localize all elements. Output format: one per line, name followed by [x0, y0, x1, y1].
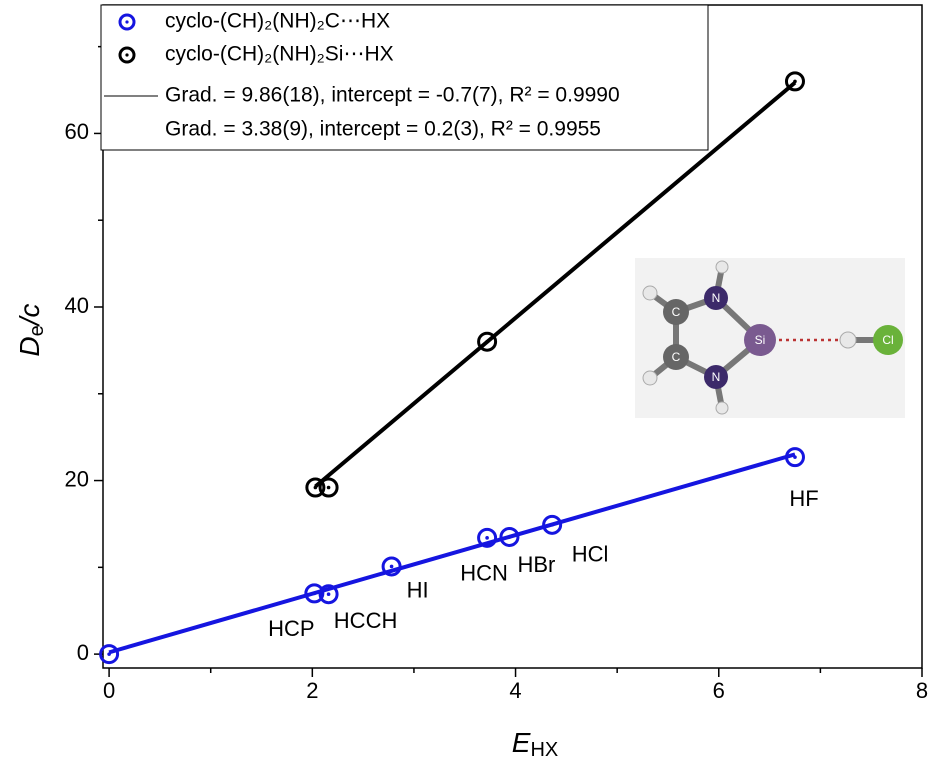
legend-fit-label: Grad. = 9.86(18), intercept = -0.7(7), R… — [165, 84, 620, 107]
point-dot — [107, 652, 111, 656]
atom-label: C — [672, 350, 681, 364]
fit-line — [108, 452, 796, 655]
atom-n — [704, 286, 728, 310]
point-dot — [793, 79, 797, 84]
atom-si — [744, 324, 776, 356]
point — [318, 584, 339, 605]
point-dot — [312, 591, 317, 596]
point — [784, 447, 805, 468]
y-tick-label: 0 — [77, 640, 89, 665]
x-tick-label: 2 — [306, 678, 318, 703]
y-tick-label: 60 — [65, 119, 89, 144]
legend-marker — [118, 46, 136, 64]
x-tick-label: 6 — [713, 678, 725, 703]
x-axis-title-sub: HX — [530, 739, 558, 761]
x-tick-label: 0 — [103, 678, 115, 703]
point-dot — [550, 523, 554, 527]
point-dot — [485, 536, 489, 540]
atom-label: Si — [755, 333, 766, 347]
point-label: HCl — [572, 542, 609, 567]
x-tick-label: 4 — [509, 678, 521, 703]
point-label: HCP — [268, 616, 314, 641]
legend-fit-label: Grad. = 3.38(9), intercept = 0.2(3), R² … — [165, 118, 601, 141]
legend-label: cyclo-(CH)₂(NH)₂Si⋯HX — [165, 43, 394, 66]
point — [304, 583, 325, 604]
atom-n — [704, 365, 728, 389]
point — [477, 527, 498, 548]
point-label: HF — [789, 486, 818, 511]
y-tick-label: 20 — [65, 466, 89, 491]
atom-c — [663, 344, 689, 370]
atom-label: N — [712, 291, 721, 305]
atom-label: N — [712, 370, 721, 384]
y-axis-title-suffix: /c — [14, 303, 45, 327]
point — [542, 514, 563, 535]
legend-marker-dot — [125, 53, 129, 57]
point-label: HCCH — [334, 608, 398, 633]
point-dot — [326, 592, 331, 597]
point-dot — [485, 339, 489, 344]
point — [784, 71, 805, 92]
atom-c — [663, 299, 689, 325]
legend-marker-dot — [125, 20, 129, 24]
point — [381, 556, 402, 577]
point-dot — [793, 455, 797, 459]
atom-label: C — [672, 305, 681, 319]
atom-cl — [873, 325, 903, 355]
point — [477, 331, 498, 352]
x-axis-title-main: E — [512, 727, 531, 758]
point — [99, 644, 120, 665]
legend-box — [100, 4, 709, 151]
point-dot — [326, 485, 331, 490]
point — [318, 477, 339, 498]
hydrogens — [642, 260, 857, 415]
y-axis-title-main: D — [14, 336, 45, 356]
point-dot — [507, 535, 512, 539]
point-dot — [313, 485, 318, 490]
atom-label: Cl — [882, 333, 893, 347]
y-axis-title-sub: e — [26, 325, 48, 336]
fit-line — [314, 81, 797, 489]
point-label: HBr — [518, 552, 556, 577]
point-dot — [389, 564, 394, 569]
point-label: HCN — [460, 561, 508, 586]
x-tick-label: 8 — [916, 678, 928, 703]
legend-label: cyclo-(CH)₂(NH)₂C⋯HX — [165, 10, 390, 33]
inset: C C N N Si Cl — [635, 258, 905, 418]
point-label: HI — [407, 577, 429, 602]
legend-marker — [118, 13, 136, 31]
point — [305, 477, 326, 498]
y-axis-title: De/c — [14, 303, 48, 356]
x-axis-title: EHX — [512, 727, 558, 761]
point — [499, 526, 520, 547]
y-tick-label: 40 — [65, 293, 89, 318]
